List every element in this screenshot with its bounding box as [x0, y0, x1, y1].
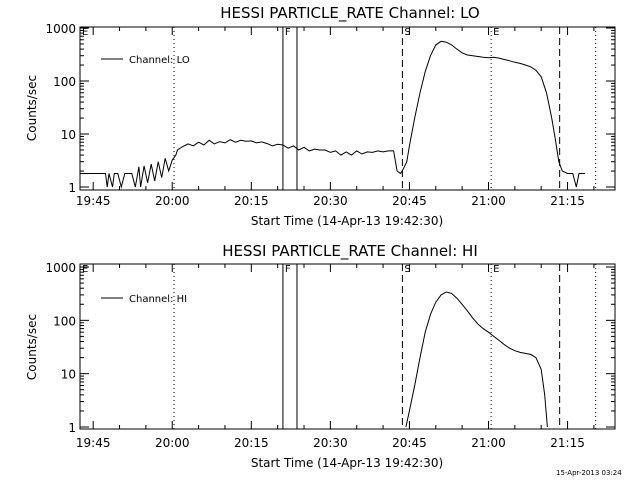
x-tick-label: 21:00	[471, 436, 506, 450]
timestamp-footer: 15-Apr-2013 03:24	[556, 469, 622, 477]
series-line-lo	[80, 40, 586, 189]
y-tick-label: 1	[68, 421, 76, 435]
marker-label: F	[285, 264, 291, 275]
x-tick-label: 20:15	[234, 436, 269, 450]
x-tick-label: 20:45	[392, 194, 427, 208]
plot-frame	[79, 263, 616, 430]
x-tick-label: 20:15	[234, 194, 269, 208]
x-tick-label: 20:00	[155, 436, 190, 450]
chart-title: HESSI PARTICLE_RATE Channel: HI	[222, 242, 478, 261]
y-tick-label: 10	[61, 128, 76, 142]
x-tick-label: 21:15	[550, 194, 585, 208]
x-axis-ticks: 19:45 20:00 20:15 20:30 20:45 21:00 21:15	[76, 264, 595, 450]
x-tick-label: 21:00	[471, 194, 506, 208]
marker-label: E	[82, 27, 88, 38]
marker-label: E	[82, 264, 88, 275]
marker-label: F	[285, 27, 291, 38]
y-axis-ticks: 1 10 100 1000	[45, 22, 615, 195]
legend-label: Channel: HI	[129, 294, 187, 305]
x-tick-label: 19:45	[76, 436, 111, 450]
y-tick-label: 10	[61, 368, 76, 382]
marker-label: E	[493, 27, 499, 38]
series-line-hi	[405, 291, 548, 428]
y-axis-label: Counts/sec	[25, 314, 39, 380]
chart-panel-hi: HESSI PARTICLE_RATE Channel: HI E F S E 1 10…	[25, 242, 616, 470]
marker-label: S	[404, 264, 410, 275]
marker-label: E	[493, 264, 499, 275]
x-axis-label: Start Time (14-Apr-13 19:42:30)	[251, 214, 443, 228]
x-tick-label: 20:00	[155, 194, 190, 208]
x-tick-label: 20:30	[313, 194, 348, 208]
x-tick-label: 21:15	[550, 436, 585, 450]
x-axis-ticks: 19:45 20:00 20:15 20:30 20:45 21:00 21:15	[76, 27, 595, 208]
legend-label: Channel: LO	[129, 55, 190, 66]
y-tick-label: 1000	[45, 22, 76, 36]
x-tick-label: 20:45	[392, 436, 427, 450]
chart-title: HESSI PARTICLE_RATE Channel: LO	[220, 4, 479, 23]
marker-label: S	[404, 27, 410, 38]
x-tick-label: 19:45	[76, 194, 111, 208]
y-axis-label: Counts/sec	[25, 75, 39, 141]
x-tick-label: 20:30	[313, 436, 348, 450]
y-axis-ticks: 1 10 100 1000	[45, 261, 615, 435]
y-tick-label: 1000	[45, 261, 76, 275]
y-tick-label: 100	[53, 75, 76, 89]
y-tick-label: 100	[53, 314, 76, 328]
chart-panel-lo: HESSI PARTICLE_RATE Channel: LO E F S E 1 10…	[25, 4, 616, 228]
x-axis-label: Start Time (14-Apr-13 19:42:30)	[251, 456, 443, 470]
y-tick-label: 1	[68, 181, 76, 195]
plot-frame	[79, 26, 616, 191]
